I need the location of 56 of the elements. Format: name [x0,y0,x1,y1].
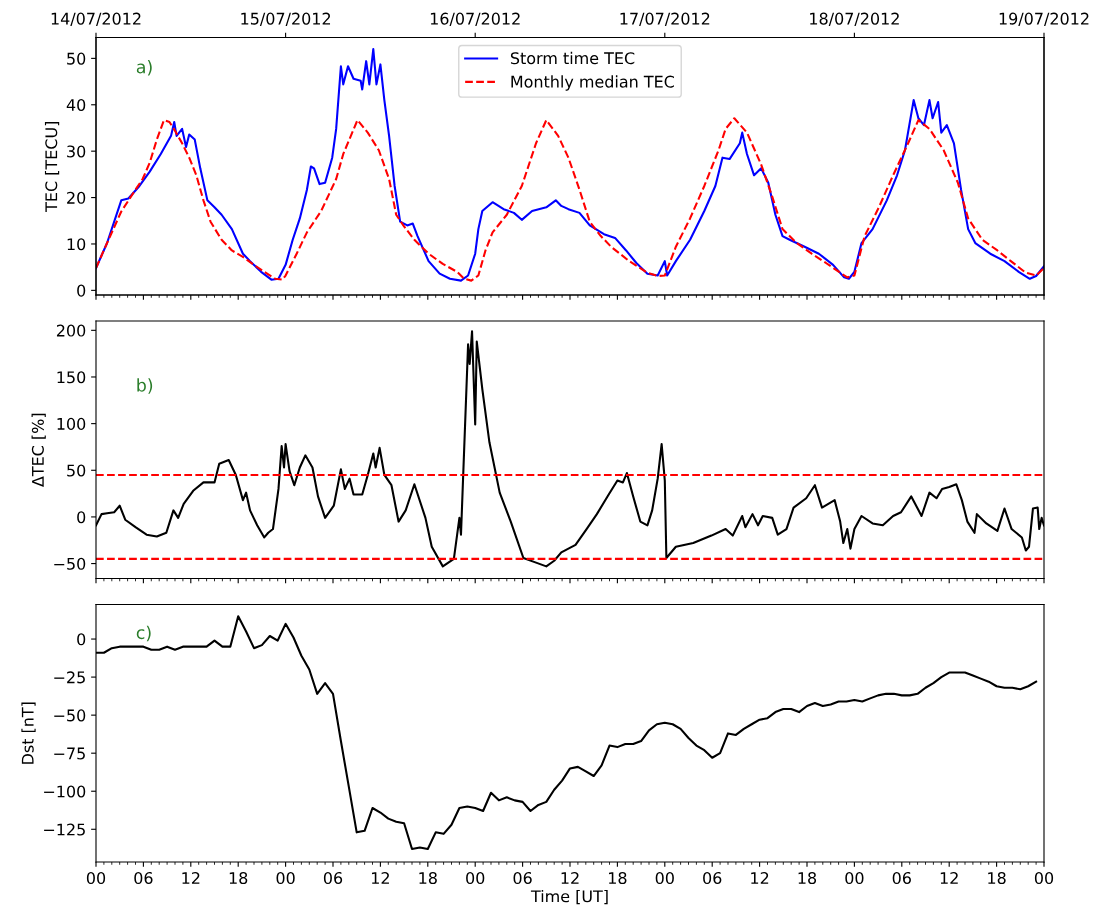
y-tick-label: −50 [54,709,86,722]
x-tick-label: 06 [892,872,911,885]
y-tick-label: 40 [66,98,86,112]
annotation: a) [136,60,152,76]
y-tick-label: 30 [67,145,86,158]
x-tick-label: 06 [513,872,532,885]
annotation: c) [136,625,151,642]
x-tick-label: 18 [798,872,817,885]
y-tick-label: 50 [67,52,86,65]
x-tick-label: 18 [988,872,1006,885]
x-tick-label: 00 [86,872,106,885]
x-tick-label: 00 [466,872,485,885]
x-tick-label: 00 [845,872,864,885]
y-tick-label: 100 [57,417,86,430]
x-tick-label: 12 [751,872,769,884]
y-tick-label: −25 [54,671,85,684]
legend-label: Storm time TEC [510,51,635,65]
y-tick-label: 200 [56,324,86,337]
line-series [96,117,1044,282]
y-tick-label: 10 [67,238,86,251]
y-tick-label: 0 [77,633,86,646]
x2-tick-label: 16/07/2012 [430,12,520,26]
y-tick-label: 0 [77,284,86,297]
legend-label: Monthly median TEC [511,75,674,91]
annotation: b) [137,378,153,394]
x2-tick-label: 18/07/2012 [810,12,899,26]
y-tick-label: −125 [44,823,85,836]
y-tick-label: 50 [67,464,86,477]
x-tick-label: 12 [182,872,200,884]
y-axis-title: TEC [TECU] [44,122,60,212]
x2-tick-label: 19/07/2012 [999,12,1089,26]
y-tick-label: 0 [77,511,86,524]
x-tick-label: 18 [419,872,437,885]
x2-tick-label: 17/07/2012 [620,12,710,26]
x-tick-label: 06 [323,872,343,885]
y-tick-label: −100 [44,785,86,798]
y-tick-label: −50 [54,557,86,570]
x-tick-label: 06 [703,872,722,885]
x-tick-label: 00 [655,872,674,885]
y-tick-label: 150 [57,371,86,384]
x-tick-label: 12 [940,872,958,884]
x-tick-label: 18 [229,872,248,885]
line-series [96,48,1044,282]
y-axis-title: Dst [nT] [21,702,36,764]
y-tick-label: −75 [54,747,85,760]
y-axis-title: ΔTEC [%] [31,413,46,487]
x-tick-label: 06 [134,872,153,885]
x-tick-label: 00 [276,872,295,885]
x-axis-title: Time [UT] [530,889,608,905]
x2-tick-label: 15/07/2012 [241,12,331,26]
y-tick-label: 20 [67,191,86,204]
x-tick-label: 12 [371,872,389,884]
x-tick-label: 00 [1034,872,1054,885]
x2-tick-label: 14/07/2012 [51,12,141,26]
x-tick-label: 12 [561,872,579,884]
x-tick-label: 18 [608,872,627,885]
